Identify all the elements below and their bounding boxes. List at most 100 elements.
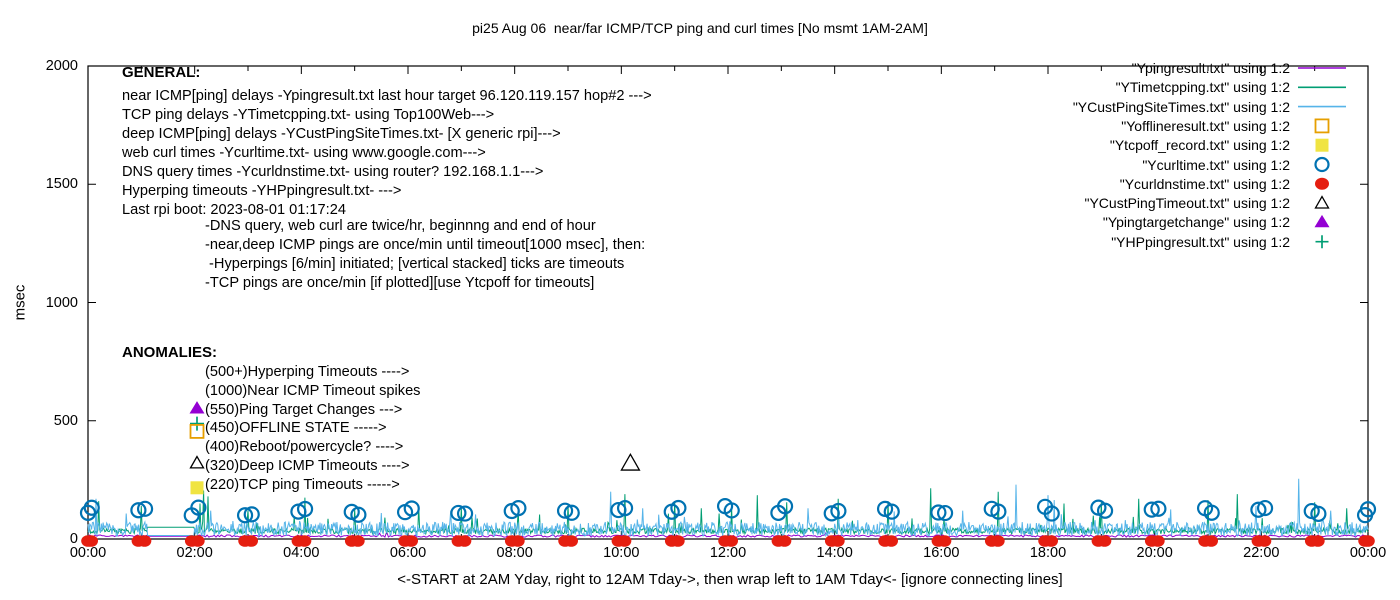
legend-label: "YTimetcpping.txt" using 1:2 bbox=[1115, 79, 1290, 96]
curl-time-point bbox=[190, 499, 207, 516]
dns-time-point bbox=[457, 535, 472, 547]
legend-label: "Ypingresult.txt" using 1:2 bbox=[1131, 60, 1290, 76]
general-note-line: -Hyperpings [6/min] initiated; [vertical… bbox=[205, 256, 625, 272]
curl-time-point bbox=[136, 500, 154, 517]
curl-time-point bbox=[830, 502, 847, 520]
legend-label: "YCustPingTimeout.txt" using 1:2 bbox=[1084, 195, 1290, 212]
curl-time-point bbox=[350, 506, 367, 523]
x-tick-label: 08:00 bbox=[496, 545, 533, 561]
legend-label: "Ytcpoff_record.txt" using 1:2 bbox=[1109, 137, 1290, 154]
curl-time-point bbox=[990, 503, 1007, 520]
y-tick-label: 500 bbox=[53, 412, 78, 429]
anomaly-line: (400)Reboot/powercycle? ----> bbox=[205, 439, 404, 456]
curl-time-point bbox=[83, 499, 100, 516]
x-tick-label: 20:00 bbox=[1136, 545, 1173, 561]
legend-label: "Ypingtargetchange" using 1:2 bbox=[1102, 214, 1290, 231]
x-axis-label: <-START at 2AM Yday, right to 12AM Tday-… bbox=[397, 571, 1063, 588]
anomaly-line: (550)Ping Target Changes ---> bbox=[205, 401, 403, 418]
dns-time-point bbox=[297, 535, 312, 547]
dns-time-point bbox=[937, 535, 952, 547]
dns-time-point bbox=[404, 535, 419, 547]
y-tick-label: 0 bbox=[69, 531, 78, 547]
dns-time-point bbox=[884, 535, 898, 547]
anomalies-heading: ANOMALIES: bbox=[122, 344, 217, 361]
legend-label: "Ycurltime.txt" using 1:2 bbox=[1142, 156, 1290, 173]
curl-time-point bbox=[456, 505, 474, 522]
anomaly-line: (500+)Hyperping Timeouts ----> bbox=[205, 364, 410, 380]
general-note-line: -DNS query, web curl are twice/hr, begin… bbox=[205, 218, 596, 234]
legend-label: "YHPpingresult.txt" using 1:2 bbox=[1111, 233, 1290, 250]
x-tick-label: 16:00 bbox=[923, 545, 960, 561]
dns-time-point bbox=[244, 535, 258, 547]
legend-label: "YCustPingSiteTimes.txt" using 1:2 bbox=[1072, 98, 1290, 115]
dns-time-point bbox=[1151, 535, 1165, 547]
curl-time-point bbox=[1250, 501, 1267, 518]
y-tick-label: 1500 bbox=[45, 176, 78, 193]
anomaly-line: (1000)Near ICMP Timeout spikes bbox=[205, 382, 421, 399]
dns-time-point bbox=[1361, 535, 1375, 547]
dns-time-point bbox=[724, 535, 738, 547]
curl-time-point bbox=[723, 502, 740, 519]
x-tick-label: 12:00 bbox=[709, 545, 747, 561]
anomaly-line: (320)Deep ICMP Timeouts ----> bbox=[205, 458, 410, 474]
x-tick-label: 02:00 bbox=[176, 545, 213, 561]
general-note-line: -near,deep ICMP pings are once/min until… bbox=[205, 237, 646, 253]
dns-time-point bbox=[511, 535, 525, 547]
series-YCustPingSiteTimes.txt bbox=[87, 478, 1369, 538]
dns-time-point bbox=[564, 535, 578, 547]
curl-time-point bbox=[1150, 500, 1167, 517]
dns-time-point bbox=[1204, 535, 1218, 547]
curl-time-point bbox=[823, 505, 840, 522]
anomaly-key-marker bbox=[190, 481, 204, 495]
general-line: TCP ping delays -YTimetcpping.txt- using… bbox=[122, 107, 495, 123]
general-line: DNS query times -Ycurldnstime.txt- using… bbox=[122, 164, 544, 180]
dns-time-point bbox=[351, 535, 365, 547]
legend-label: "Yofflineresult.txt" using 1:2 bbox=[1121, 117, 1290, 134]
curl-time-point bbox=[930, 504, 947, 521]
curl-time-point bbox=[670, 499, 687, 517]
dns-time-point bbox=[671, 535, 685, 547]
x-tick-label: 10:00 bbox=[603, 545, 640, 561]
legend-marker bbox=[1314, 118, 1330, 134]
legend-marker bbox=[1314, 214, 1330, 228]
y-tick-label: 1000 bbox=[45, 294, 78, 311]
curl-time-point bbox=[236, 507, 254, 524]
general-heading: GENERAL: bbox=[122, 64, 201, 81]
x-tick-label: 06:00 bbox=[389, 545, 427, 561]
x-tick-label: 04:00 bbox=[283, 545, 320, 561]
curl-time-point bbox=[1310, 505, 1327, 522]
curl-time-point bbox=[130, 502, 147, 519]
dns-time-point bbox=[831, 535, 845, 547]
x-tick-label: 00:00 bbox=[1349, 545, 1387, 561]
curl-time-point bbox=[610, 501, 627, 519]
curl-time-point bbox=[1096, 502, 1114, 519]
x-tick-label: 14:00 bbox=[816, 545, 853, 561]
x-tick-label: 18:00 bbox=[1029, 545, 1067, 561]
dns-time-point bbox=[137, 535, 152, 547]
general-line: web curl times -Ycurltime.txt- using www… bbox=[122, 145, 486, 161]
legend-marker bbox=[1315, 177, 1329, 190]
legend-marker bbox=[1315, 235, 1329, 249]
curl-time-point bbox=[296, 500, 314, 518]
chart-title: pi25 Aug 06 near/far ICMP/TCP ping and c… bbox=[472, 20, 928, 36]
curl-time-point bbox=[403, 500, 420, 517]
dns-time-point bbox=[1097, 535, 1112, 547]
dns-time-point bbox=[1044, 535, 1058, 547]
x-tick-label: 00:00 bbox=[69, 545, 107, 561]
curl-time-point bbox=[1143, 501, 1160, 518]
anomaly-key-marker bbox=[190, 416, 204, 431]
dns-time-point bbox=[777, 535, 792, 547]
general-line: Hyperping timeouts -YHPpingresult.txt- -… bbox=[122, 183, 402, 199]
dns-time-point bbox=[191, 535, 205, 547]
general-line: Last rpi boot: 2023-08-01 01:17:24 bbox=[122, 202, 346, 218]
x-tick-label: 22:00 bbox=[1243, 545, 1280, 561]
dns-time-point bbox=[617, 535, 632, 547]
curl-time-point bbox=[936, 504, 954, 522]
curl-time-point bbox=[450, 504, 467, 522]
y-tick-label: 2000 bbox=[45, 58, 78, 74]
legend-label: "Ycurldnstime.txt" using 1:2 bbox=[1119, 175, 1290, 192]
curl-time-point bbox=[1043, 505, 1060, 522]
dns-time-point bbox=[1257, 535, 1272, 547]
dns-time-point bbox=[1311, 535, 1325, 547]
